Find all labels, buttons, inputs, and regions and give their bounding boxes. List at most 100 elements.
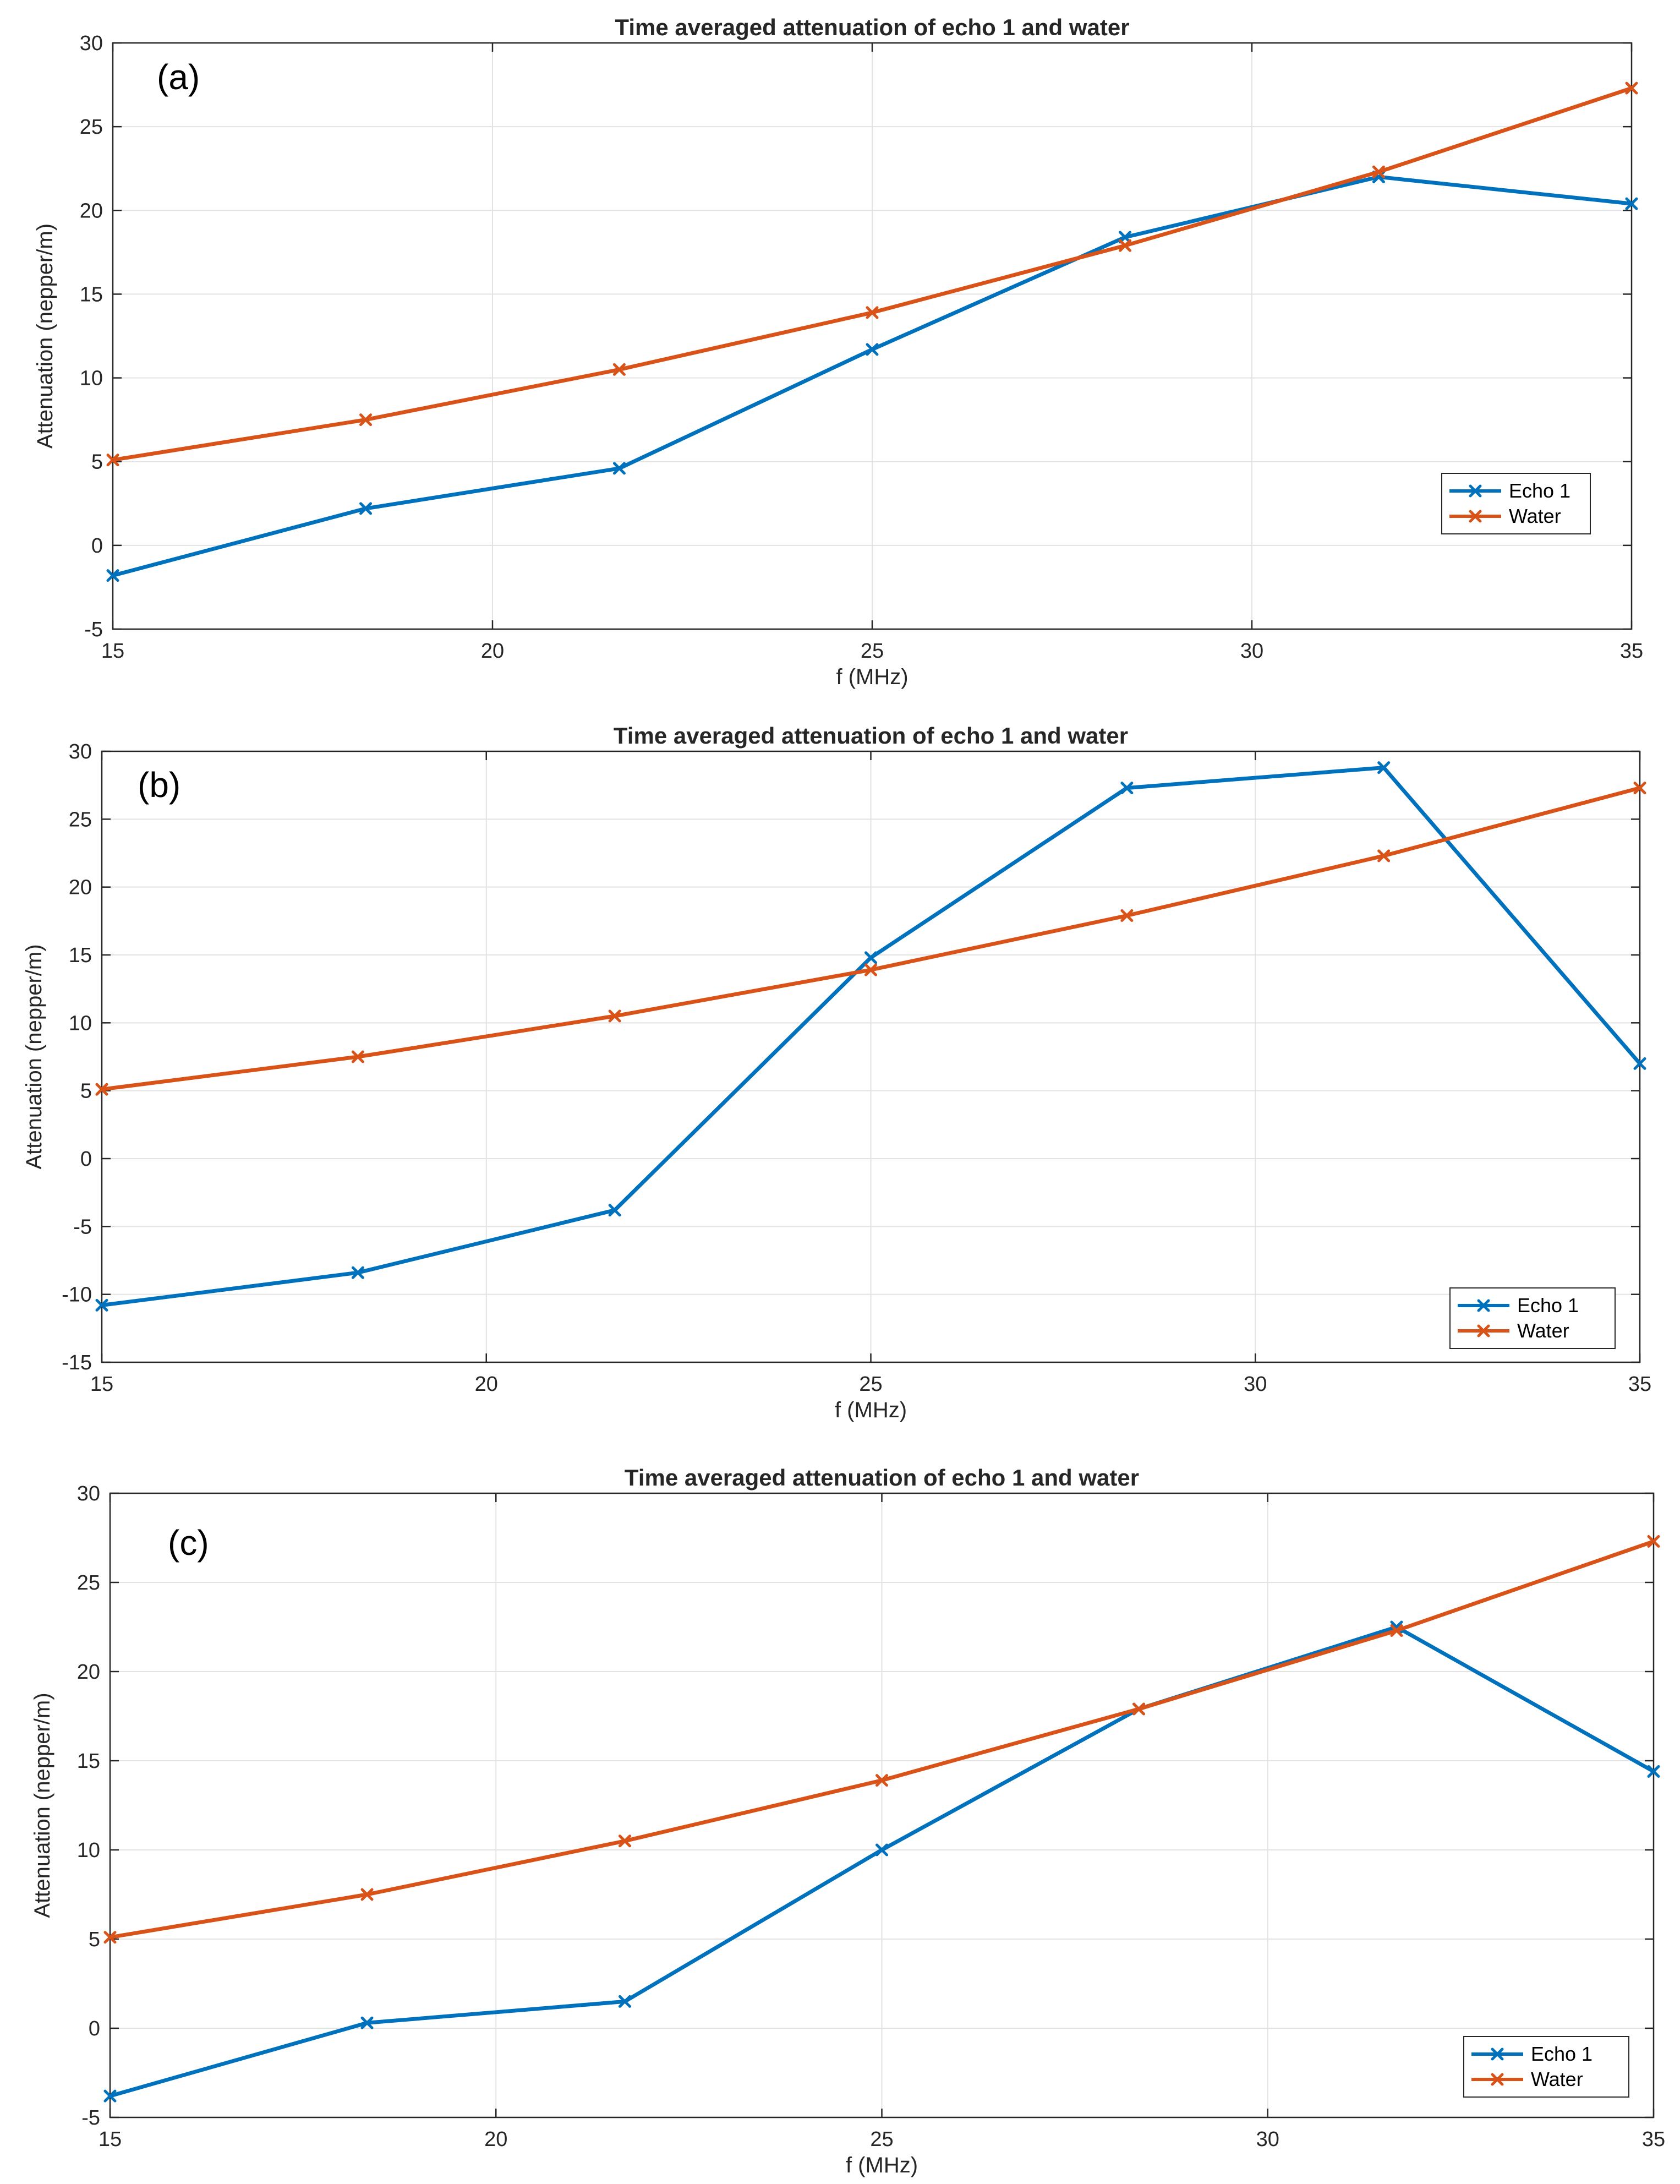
legend-marker <box>1477 1324 1490 1337</box>
data-point <box>1633 782 1646 795</box>
chart-title: Time averaged attenuation of echo 1 and … <box>625 1465 1139 1490</box>
x-axis-label: f (MHz) <box>846 2153 918 2177</box>
legend: Echo 1 Water <box>1441 473 1591 534</box>
legend: Echo 1 Water <box>1463 2036 1629 2098</box>
data-point <box>359 413 373 427</box>
y-tick-label: 15 <box>80 283 103 306</box>
y-tick-label: 0 <box>91 534 103 558</box>
y-tick-label: 25 <box>77 1571 100 1595</box>
y-tick-label: 15 <box>77 1750 100 1773</box>
series-water <box>95 782 1646 1096</box>
x-tick-label: 20 <box>481 640 504 663</box>
x-tick-label: 25 <box>859 1373 882 1396</box>
y-tick-label: 20 <box>69 876 92 899</box>
y-tick-label: 30 <box>80 32 103 55</box>
legend-entry: Echo 1 <box>1531 2043 1593 2065</box>
legend-box <box>1449 1287 1616 1349</box>
data-point <box>612 462 626 475</box>
data-point <box>351 1050 364 1063</box>
chart-panel-1: 15 20 25 30 35 -5 0 5 10 15 20 25 30 Time averaged at… <box>33 14 1643 689</box>
data-point <box>1119 239 1132 252</box>
legend-box <box>1463 2036 1629 2098</box>
y-tick-label: 20 <box>77 1661 100 1684</box>
x-axis-label: f (MHz) <box>836 665 908 689</box>
x-tick-label: 35 <box>1628 1373 1651 1396</box>
data-point <box>875 1843 888 1857</box>
data-point <box>106 569 119 582</box>
x-tick-label: 15 <box>90 1373 113 1396</box>
y-tick-label: 10 <box>69 1012 92 1035</box>
data-point <box>1625 81 1638 95</box>
data-point <box>1120 782 1134 795</box>
data-point <box>103 1931 117 1944</box>
panel-label: (b) <box>138 765 180 805</box>
data-point <box>1647 1535 1660 1548</box>
y-tick-label: -15 <box>62 1351 92 1374</box>
y-axis-label: Attenuation (nepper/m) <box>33 223 57 449</box>
legend-marker <box>1477 1299 1490 1312</box>
data-point <box>360 2016 374 2029</box>
data-point <box>360 1888 374 1901</box>
x-tick-label: 20 <box>475 1373 498 1396</box>
y-tick-label: 0 <box>80 1148 92 1171</box>
x-tick-label: 30 <box>1256 2128 1279 2151</box>
x-tick-label: 25 <box>870 2128 893 2151</box>
data-point <box>864 963 877 976</box>
data-point <box>866 306 879 319</box>
y-axis-label: Attenuation (nepper/m) <box>30 1692 54 1918</box>
legend-entry: Echo 1 <box>1509 479 1570 502</box>
y-tick-label: 30 <box>77 1482 100 1505</box>
legend-marker <box>1469 510 1482 523</box>
data-point <box>351 1266 364 1279</box>
y-tick-label: 20 <box>80 199 103 222</box>
series-water <box>106 81 1638 467</box>
chart-panel-2: 15 20 25 30 35 -15 -10 -5 0 5 10 15 20 25 30 Time avera… <box>22 723 1651 1422</box>
data-point <box>1647 1765 1660 1778</box>
legend-marker <box>1469 484 1482 498</box>
data-point <box>1377 849 1391 862</box>
data-point <box>618 1834 631 1848</box>
x-tick-label: 35 <box>1620 640 1643 663</box>
data-point <box>359 502 373 515</box>
y-tick-label: 5 <box>91 451 103 474</box>
x-tick-label: 15 <box>98 2128 122 2151</box>
y-tick-label: 5 <box>89 1928 100 1951</box>
data-point <box>1372 165 1385 178</box>
data-point <box>864 951 877 964</box>
x-tick-label: 35 <box>1642 2128 1665 2151</box>
x-tick-label: 25 <box>861 640 884 663</box>
data-point <box>95 1083 108 1096</box>
legend-marker <box>1491 2048 1504 2061</box>
y-tick-label: 25 <box>69 808 92 831</box>
data-point <box>106 454 119 467</box>
series-echo-1 <box>95 761 1646 1312</box>
y-tick-label: 15 <box>69 944 92 967</box>
y-tick-label: 10 <box>77 1839 100 1862</box>
y-tick-label: -5 <box>81 2106 100 2130</box>
legend-box <box>1441 473 1591 534</box>
y-tick-label: -10 <box>62 1284 92 1307</box>
y-tick-label: -5 <box>84 618 103 641</box>
chart-title: Time averaged attenuation of echo 1 and … <box>615 14 1129 40</box>
data-point <box>103 2089 117 2103</box>
data-point <box>1377 761 1391 774</box>
data-point <box>95 1298 108 1312</box>
chart-panel-3: 15 20 25 30 35 -5 0 5 10 15 20 25 30 Time averaged at… <box>30 1465 1665 2177</box>
x-tick-label: 20 <box>484 2128 507 2151</box>
legend-entry: Water <box>1509 505 1561 527</box>
data-point <box>1625 197 1638 210</box>
y-tick-label: 30 <box>69 740 92 763</box>
data-point <box>608 1204 621 1217</box>
y-tick-label: 10 <box>80 367 103 390</box>
series-water <box>103 1535 1660 1944</box>
panel-label: (c) <box>168 1523 209 1563</box>
data-point <box>1633 1057 1646 1070</box>
legend-entry: Water <box>1517 1319 1569 1342</box>
y-axis-label: Attenuation (nepper/m) <box>22 944 46 1169</box>
data-point <box>608 1009 621 1023</box>
data-point <box>866 343 879 356</box>
legend-entry: Water <box>1531 2068 1583 2090</box>
y-tick-label: 5 <box>80 1080 92 1103</box>
